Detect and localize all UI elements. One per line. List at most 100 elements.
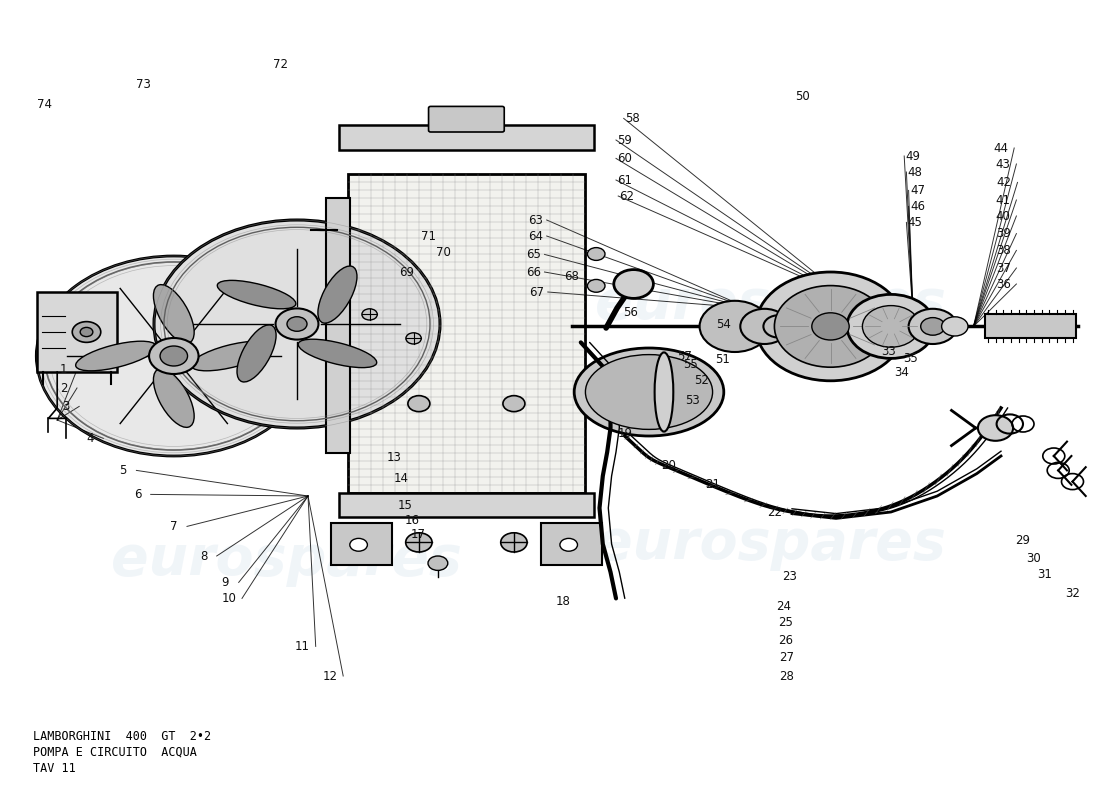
- Circle shape: [700, 301, 770, 352]
- Text: 50: 50: [795, 90, 811, 102]
- Circle shape: [275, 308, 319, 339]
- Text: 36: 36: [996, 278, 1011, 290]
- Text: 27: 27: [779, 651, 794, 664]
- Circle shape: [408, 396, 430, 412]
- Text: 37: 37: [996, 262, 1011, 274]
- Text: 67: 67: [529, 286, 544, 298]
- Text: 65: 65: [526, 248, 541, 261]
- Text: 61: 61: [617, 174, 632, 186]
- Text: 24: 24: [776, 600, 791, 613]
- Circle shape: [500, 533, 527, 552]
- Ellipse shape: [585, 354, 713, 430]
- Text: TAV 11: TAV 11: [33, 762, 76, 774]
- Circle shape: [428, 556, 448, 570]
- Text: 41: 41: [996, 194, 1011, 206]
- Text: 28: 28: [779, 670, 794, 682]
- Circle shape: [862, 306, 920, 347]
- Text: 48: 48: [908, 166, 923, 178]
- Text: 21: 21: [705, 478, 720, 490]
- Text: 19: 19: [617, 427, 632, 440]
- Text: 10: 10: [221, 592, 236, 605]
- Ellipse shape: [236, 325, 276, 382]
- Text: 45: 45: [908, 216, 923, 229]
- Text: 31: 31: [1037, 568, 1053, 581]
- Text: 6: 6: [134, 488, 141, 501]
- Circle shape: [978, 415, 1013, 441]
- Circle shape: [150, 338, 199, 374]
- Text: 23: 23: [782, 570, 797, 582]
- Text: 11: 11: [295, 640, 310, 653]
- Circle shape: [614, 270, 653, 298]
- Circle shape: [406, 333, 421, 344]
- Text: 30: 30: [1026, 552, 1042, 565]
- Text: 66: 66: [526, 266, 541, 278]
- Text: 25: 25: [778, 616, 793, 629]
- Circle shape: [740, 309, 789, 344]
- Text: LAMBORGHINI  400  GT  2•2: LAMBORGHINI 400 GT 2•2: [33, 730, 211, 742]
- Text: 14: 14: [394, 472, 409, 485]
- Ellipse shape: [654, 352, 673, 432]
- Text: 33: 33: [881, 346, 896, 358]
- Text: 2: 2: [60, 382, 67, 394]
- Circle shape: [847, 294, 935, 358]
- Text: 64: 64: [528, 230, 543, 242]
- FancyBboxPatch shape: [984, 314, 1076, 338]
- Ellipse shape: [298, 339, 376, 368]
- Ellipse shape: [191, 341, 272, 371]
- Circle shape: [287, 317, 307, 331]
- FancyBboxPatch shape: [429, 106, 504, 132]
- Ellipse shape: [153, 369, 195, 427]
- Text: 12: 12: [322, 670, 338, 682]
- Text: 62: 62: [619, 190, 635, 202]
- Text: 38: 38: [996, 244, 1011, 257]
- Circle shape: [587, 247, 605, 261]
- FancyBboxPatch shape: [326, 198, 350, 453]
- Circle shape: [161, 346, 187, 366]
- Text: 4: 4: [87, 432, 94, 445]
- Text: 54: 54: [716, 318, 732, 330]
- Text: 60: 60: [617, 152, 632, 165]
- Circle shape: [503, 396, 525, 412]
- Ellipse shape: [218, 280, 296, 309]
- Text: 69: 69: [399, 266, 415, 278]
- Text: 44: 44: [993, 142, 1009, 154]
- Text: 46: 46: [910, 200, 925, 213]
- FancyBboxPatch shape: [339, 493, 594, 517]
- Text: 5: 5: [120, 464, 127, 477]
- Circle shape: [763, 315, 794, 338]
- Circle shape: [587, 279, 605, 292]
- Text: 56: 56: [623, 306, 638, 318]
- Circle shape: [362, 309, 377, 320]
- Text: 9: 9: [222, 576, 229, 589]
- FancyBboxPatch shape: [541, 523, 602, 565]
- Text: 53: 53: [685, 394, 701, 406]
- Text: 29: 29: [1015, 534, 1031, 546]
- Text: 70: 70: [436, 246, 451, 258]
- Text: 34: 34: [894, 366, 910, 378]
- Circle shape: [942, 317, 968, 336]
- Circle shape: [36, 256, 311, 456]
- Text: 7: 7: [170, 520, 177, 533]
- Text: 49: 49: [905, 150, 921, 162]
- Text: 32: 32: [1065, 587, 1080, 600]
- Text: 63: 63: [528, 214, 543, 226]
- Text: 16: 16: [405, 514, 420, 526]
- FancyBboxPatch shape: [37, 292, 117, 372]
- Text: 26: 26: [778, 634, 793, 646]
- Text: 58: 58: [625, 112, 640, 125]
- Circle shape: [560, 538, 578, 551]
- Text: POMPA E CIRCUITO  ACQUA: POMPA E CIRCUITO ACQUA: [33, 746, 197, 758]
- Text: 40: 40: [996, 210, 1011, 222]
- Text: 74: 74: [36, 98, 52, 110]
- Text: 43: 43: [996, 158, 1011, 170]
- Text: eurospares: eurospares: [595, 277, 945, 331]
- Text: 20: 20: [661, 459, 676, 472]
- Circle shape: [406, 533, 432, 552]
- Text: eurospares: eurospares: [595, 517, 945, 571]
- Text: 8: 8: [200, 550, 207, 562]
- Text: 68: 68: [564, 270, 580, 282]
- Ellipse shape: [574, 348, 724, 436]
- Text: 47: 47: [910, 184, 925, 197]
- Text: 71: 71: [421, 230, 437, 242]
- Ellipse shape: [318, 266, 358, 323]
